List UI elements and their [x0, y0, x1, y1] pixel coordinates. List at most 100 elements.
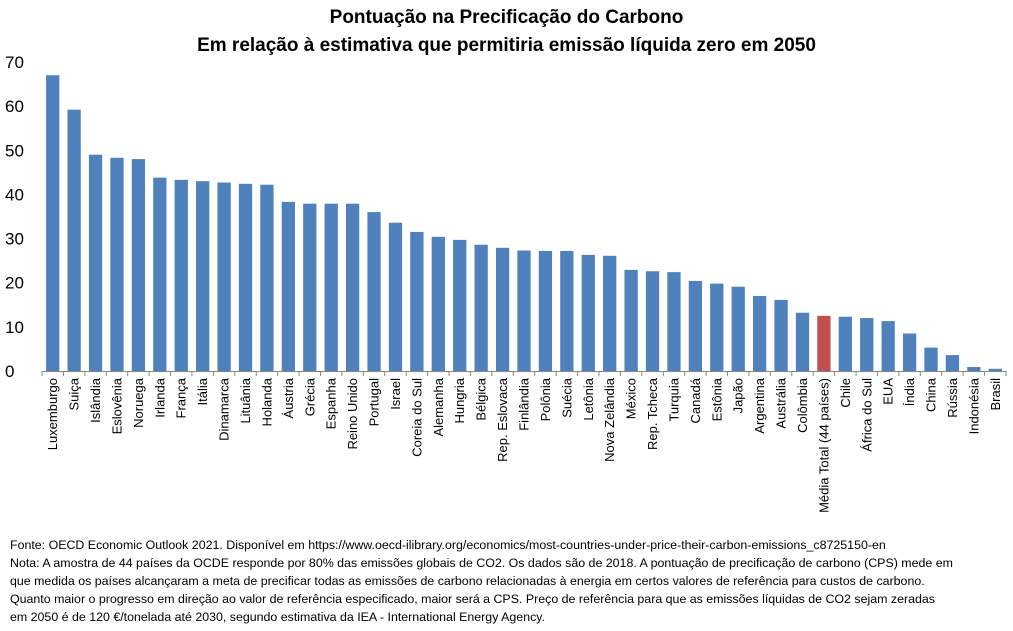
- y-tick-label: 20: [5, 274, 24, 293]
- x-tick-label: México: [624, 378, 639, 419]
- y-tick-label: 0: [5, 362, 14, 381]
- bar: [967, 367, 981, 371]
- x-tick-label: Letônia: [581, 377, 596, 420]
- x-tick-label: Austrália: [774, 377, 789, 428]
- bar: [453, 239, 467, 371]
- x-tick-label: EUA: [881, 378, 896, 405]
- x-tick-label: Nova Zelândia: [602, 377, 617, 462]
- x-tick-label: Bélgica: [474, 377, 489, 420]
- bar: [410, 231, 424, 371]
- bar: [860, 318, 874, 371]
- x-tick-label: Rússia: [945, 377, 960, 418]
- bar: [560, 250, 574, 371]
- x-tick-label: Estônia: [709, 377, 724, 421]
- bar: [281, 201, 295, 371]
- bar: [88, 154, 103, 371]
- x-tick-label: Dinamarca: [217, 377, 232, 441]
- note-line-3: Quanto maior o progresso em direção ao v…: [10, 592, 935, 606]
- x-tick-label: Portugal: [367, 378, 382, 427]
- bar: [988, 368, 1002, 371]
- bar: [881, 321, 895, 371]
- x-tick-label: Luxemburgo: [45, 378, 60, 450]
- bar: [174, 179, 188, 371]
- x-tick-label: Chile: [838, 378, 853, 408]
- note-line-1: Nota: A amostra de 44 países da OCDE res…: [10, 556, 953, 570]
- bar: [581, 254, 595, 371]
- y-tick-label: 60: [5, 97, 24, 116]
- note-line-source: Fonte: OECD Economic Outlook 2021. Dispo…: [10, 538, 886, 552]
- bar: [474, 244, 488, 371]
- bar: [688, 280, 703, 371]
- x-tick-label: Eslovênia: [109, 377, 124, 434]
- x-tick-label: Brasil: [988, 378, 1003, 411]
- x-tick-label: Rep. Tcheca: [645, 377, 660, 450]
- bar: [324, 203, 338, 371]
- bar: [110, 157, 124, 371]
- x-tick-label: Noruega: [131, 377, 146, 428]
- bar: [817, 315, 831, 371]
- x-tick-label: Irlanda: [152, 377, 167, 418]
- bar: [838, 316, 852, 371]
- bar: [645, 271, 660, 371]
- y-tick-label: 30: [5, 230, 24, 249]
- x-tick-label: Coreia do Sul: [409, 378, 424, 457]
- bar: [345, 203, 360, 371]
- bar: [260, 184, 274, 371]
- bars: [46, 75, 1002, 372]
- bar: [431, 236, 445, 371]
- x-tick-label: Argentina: [752, 377, 767, 433]
- note-line-2: que medida os países alcançaram a meta d…: [10, 574, 925, 588]
- x-tick-label: Rep. Eslovaca: [495, 377, 510, 462]
- x-tick-label: Polônia: [538, 377, 553, 421]
- y-axis: 0 10 20 30 40 50 60 70: [5, 53, 24, 381]
- x-tick-label: Espanha: [324, 377, 339, 429]
- bar: [46, 75, 60, 372]
- x-tick-label: Canadá: [688, 377, 703, 423]
- bar: [902, 333, 917, 371]
- x-tick-label: Turquia: [666, 377, 681, 421]
- x-tick-label: Colômbia: [795, 377, 810, 433]
- bar: [795, 312, 810, 371]
- x-tick-label: Áustria: [281, 377, 296, 418]
- bar: [924, 347, 938, 371]
- bar: [603, 255, 617, 371]
- x-tick-label: Lituânia: [238, 377, 253, 423]
- x-tick-label: Média Total (44 países): [816, 378, 831, 513]
- x-tick-label: Grécia: [302, 377, 317, 416]
- bar: [217, 182, 231, 371]
- y-tick-label: 70: [5, 53, 24, 72]
- x-tick-label: Holanda: [259, 377, 274, 426]
- x-tick-label: Índia: [902, 377, 917, 406]
- bar: [196, 181, 210, 371]
- bar: [131, 159, 146, 371]
- x-tick-label: Japão: [731, 378, 746, 413]
- bar: [667, 272, 681, 371]
- x-tick-label: Finlândia: [517, 377, 532, 431]
- bar: [153, 177, 167, 371]
- bar: [67, 109, 81, 372]
- bar: [303, 203, 317, 371]
- bar: [710, 283, 724, 371]
- x-tick-label: Israel: [388, 378, 403, 410]
- bar: [774, 299, 788, 371]
- bar: [495, 247, 510, 371]
- bar: [238, 183, 253, 371]
- chart-title: Pontuação na Precificação do Carbono: [329, 7, 684, 28]
- x-tick-label: África do Sul: [859, 378, 874, 452]
- x-tick-label: França: [174, 377, 189, 418]
- y-tick-label: 10: [5, 318, 24, 337]
- x-tick-label: Suécia: [559, 377, 574, 418]
- chart-subtitle: Em relação à estimativa que permitiria e…: [197, 35, 816, 56]
- x-tick-label: China: [924, 377, 939, 412]
- bar: [367, 212, 381, 371]
- bar: [731, 286, 745, 371]
- bar: [388, 222, 403, 371]
- bar: [624, 269, 638, 371]
- x-axis: Luxemburgo Suiça Islândia Eslovênia Noruega I…: [41, 371, 1007, 513]
- y-tick-label: 40: [5, 185, 24, 204]
- x-tick-label: Itália: [195, 377, 210, 405]
- x-tick-label: Hungria: [452, 377, 467, 423]
- x-tick-label: Islândia: [88, 377, 103, 423]
- bar: [517, 250, 531, 371]
- x-tick-label: Alemanha: [431, 377, 446, 436]
